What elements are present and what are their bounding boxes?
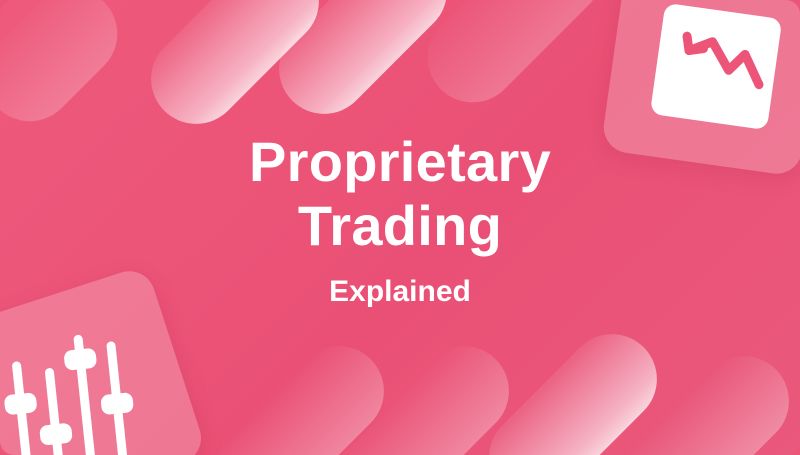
hero-title-block: Proprietary Trading Explained [0, 130, 800, 310]
decor-pill [0, 0, 136, 140]
sliders-icon [4, 334, 134, 455]
hero-title-line-1: Proprietary [248, 130, 552, 193]
hero-title-line-2: Trading [297, 194, 503, 257]
decor-pill [408, 0, 622, 122]
hero-subtitle: Explained [329, 275, 471, 308]
chart-card-inner [649, 2, 783, 131]
chart-card [600, 0, 800, 178]
trend-zigzag-icon [682, 31, 764, 90]
